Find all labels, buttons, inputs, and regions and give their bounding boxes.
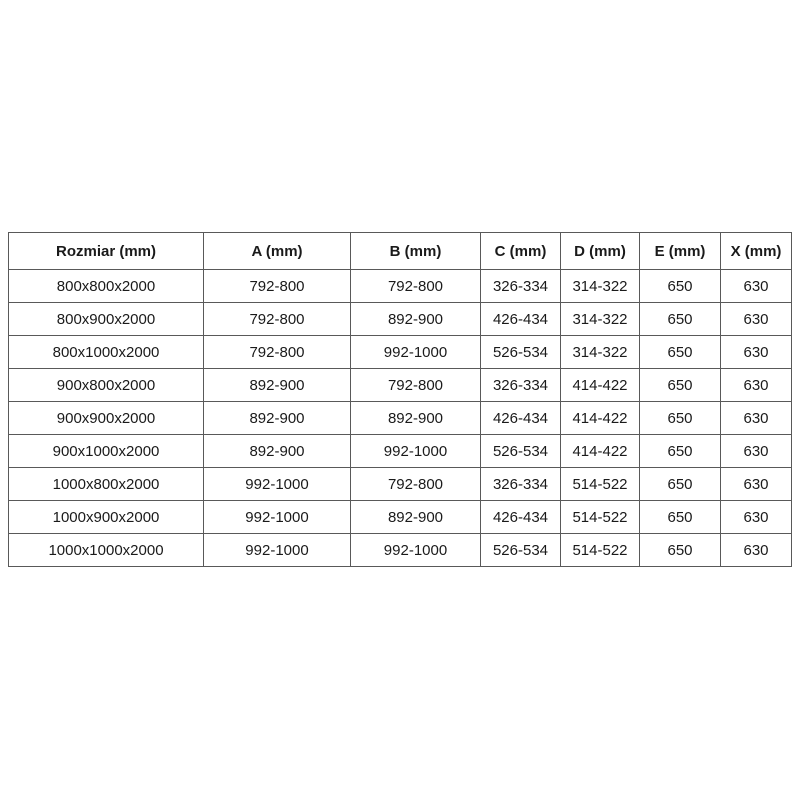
dimensions-table: Rozmiar (mm) A (mm) B (mm) C (mm) D (mm)… (8, 232, 792, 567)
table-row: 800x900x2000 792-800 892-900 426-434 314… (8, 302, 792, 336)
table-cell: 650 (639, 500, 721, 534)
table-cell: 900x900x2000 (8, 401, 204, 435)
table-cell: 992-1000 (203, 533, 351, 567)
table-cell: 514-522 (560, 467, 640, 501)
table-cell: 992-1000 (203, 500, 351, 534)
table-cell: 514-522 (560, 500, 640, 534)
table-cell: 792-800 (203, 269, 351, 303)
table-cell: 650 (639, 533, 721, 567)
table-cell: 992-1000 (350, 434, 481, 468)
table-cell: 326-334 (480, 368, 561, 402)
table-cell: 326-334 (480, 269, 561, 303)
table-cell: 326-334 (480, 467, 561, 501)
table-cell: 426-434 (480, 302, 561, 336)
table-cell: 800x800x2000 (8, 269, 204, 303)
table-cell: 414-422 (560, 368, 640, 402)
table-cell: 650 (639, 467, 721, 501)
table-cell: 792-800 (350, 368, 481, 402)
table-row: 1000x1000x2000 992-1000 992-1000 526-534… (8, 533, 792, 567)
table-cell: 526-534 (480, 434, 561, 468)
table-cell: 650 (639, 269, 721, 303)
table-cell: 630 (720, 302, 792, 336)
table-cell: 992-1000 (350, 533, 481, 567)
table-cell: 526-534 (480, 335, 561, 369)
table-cell: 792-800 (203, 335, 351, 369)
table-cell: 630 (720, 500, 792, 534)
table-cell: 650 (639, 434, 721, 468)
table-cell: 792-800 (350, 269, 481, 303)
table-row: 900x800x2000 892-900 792-800 326-334 414… (8, 368, 792, 402)
table-row: 900x1000x2000 892-900 992-1000 526-534 4… (8, 434, 792, 468)
table-cell: 426-434 (480, 401, 561, 435)
table-cell: 900x800x2000 (8, 368, 204, 402)
table-cell: 630 (720, 467, 792, 501)
column-header-e: E (mm) (639, 232, 721, 270)
table-cell: 514-522 (560, 533, 640, 567)
table-row: 1000x900x2000 992-1000 892-900 426-434 5… (8, 500, 792, 534)
table-cell: 414-422 (560, 434, 640, 468)
table-row: 1000x800x2000 992-1000 792-800 326-334 5… (8, 467, 792, 501)
table-cell: 800x900x2000 (8, 302, 204, 336)
table-header-row: Rozmiar (mm) A (mm) B (mm) C (mm) D (mm)… (8, 232, 792, 270)
table-cell: 630 (720, 368, 792, 402)
table-cell: 892-900 (350, 302, 481, 336)
table-row: 800x800x2000 792-800 792-800 326-334 314… (8, 269, 792, 303)
table-cell: 892-900 (350, 401, 481, 435)
table-cell: 630 (720, 401, 792, 435)
table-cell: 630 (720, 269, 792, 303)
column-header-a: A (mm) (203, 232, 351, 270)
table-cell: 314-322 (560, 302, 640, 336)
table-cell: 526-534 (480, 533, 561, 567)
column-header-b: B (mm) (350, 232, 481, 270)
table-row: 900x900x2000 892-900 892-900 426-434 414… (8, 401, 792, 435)
table-cell: 414-422 (560, 401, 640, 435)
table-cell: 650 (639, 302, 721, 336)
table-body: 800x800x2000 792-800 792-800 326-334 314… (8, 269, 792, 567)
table-cell: 650 (639, 335, 721, 369)
table-cell: 630 (720, 434, 792, 468)
table-cell: 650 (639, 401, 721, 435)
table-cell: 630 (720, 335, 792, 369)
table-cell: 800x1000x2000 (8, 335, 204, 369)
table-cell: 314-322 (560, 269, 640, 303)
table-cell: 1000x800x2000 (8, 467, 204, 501)
table-cell: 992-1000 (350, 335, 481, 369)
table-cell: 892-900 (350, 500, 481, 534)
table-cell: 314-322 (560, 335, 640, 369)
table-row: 800x1000x2000 792-800 992-1000 526-534 3… (8, 335, 792, 369)
table-cell: 892-900 (203, 368, 351, 402)
column-header-c: C (mm) (480, 232, 561, 270)
table-cell: 992-1000 (203, 467, 351, 501)
table-cell: 650 (639, 368, 721, 402)
table-cell: 426-434 (480, 500, 561, 534)
column-header-x: X (mm) (720, 232, 792, 270)
table-row: Rozmiar (mm) A (mm) B (mm) C (mm) D (mm)… (8, 232, 792, 270)
column-header-rozmiar: Rozmiar (mm) (8, 232, 204, 270)
table-cell: 1000x900x2000 (8, 500, 204, 534)
table-cell: 900x1000x2000 (8, 434, 204, 468)
table-cell: 1000x1000x2000 (8, 533, 204, 567)
table-cell: 792-800 (203, 302, 351, 336)
column-header-d: D (mm) (560, 232, 640, 270)
table-cell: 892-900 (203, 434, 351, 468)
table-cell: 792-800 (350, 467, 481, 501)
table-cell: 630 (720, 533, 792, 567)
table-cell: 892-900 (203, 401, 351, 435)
